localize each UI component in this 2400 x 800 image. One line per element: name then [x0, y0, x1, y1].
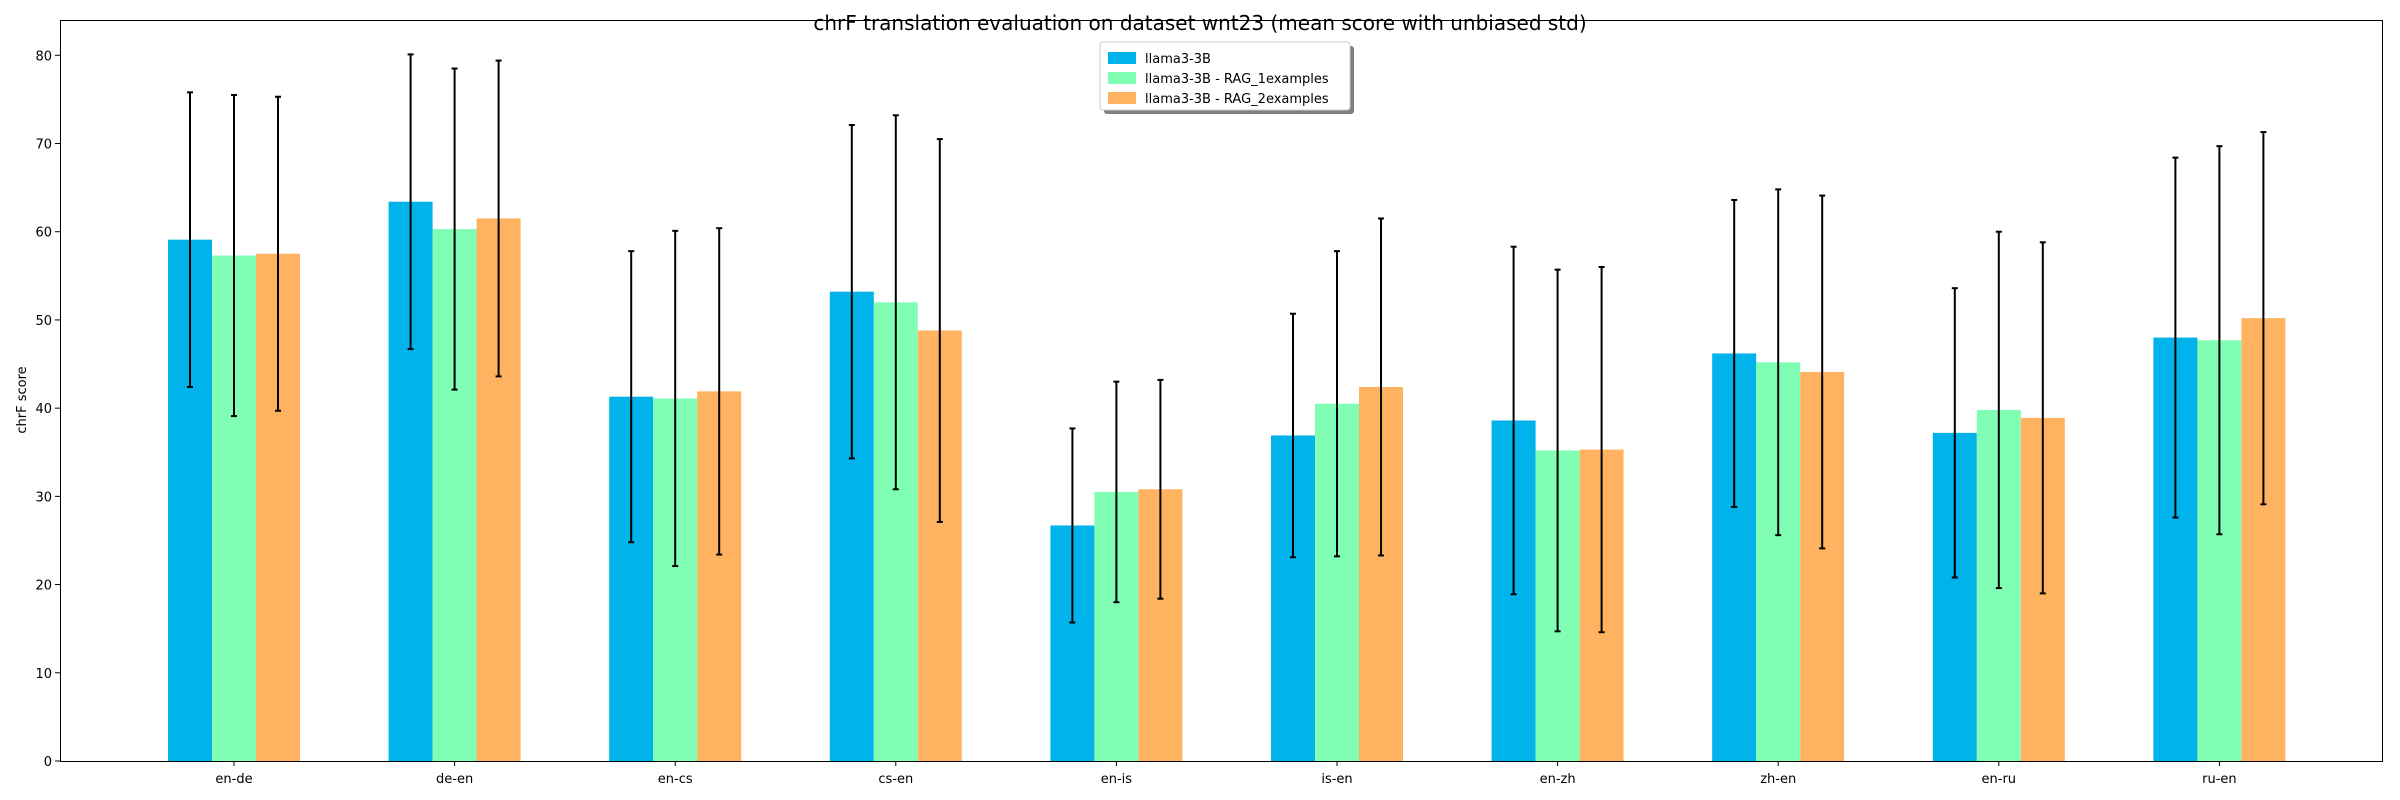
error-bar: [1554, 268, 1561, 633]
error-bar: [1113, 380, 1120, 604]
legend-item: llama3-3B: [1108, 52, 1211, 67]
y-tick-label: 20: [35, 579, 52, 594]
error-bar: [2172, 156, 2179, 519]
error-bar: [1731, 198, 1738, 508]
error-bar: [2260, 131, 2267, 506]
error-bar: [892, 114, 899, 491]
y-axis-ticks: 0 10 20 30 40 50 60 70 80: [35, 49, 60, 770]
legend-box: [1099, 41, 1351, 111]
error-bar: [1378, 217, 1384, 557]
legend-label: llama3-3B: [1145, 52, 1211, 67]
error-bar: [1290, 312, 1296, 559]
y-tick-label: 70: [35, 138, 52, 153]
error-bar: [936, 138, 943, 523]
error-bar: [1819, 194, 1826, 550]
y-tick-label: 50: [35, 314, 52, 329]
error-bar: [1951, 287, 1958, 579]
error-bar: [407, 53, 414, 351]
error-bar: [1510, 245, 1517, 596]
y-tick-label: 40: [35, 402, 52, 417]
error-bar: [2039, 241, 2046, 595]
x-tick-label: en-cs: [658, 772, 693, 787]
legend-items: llama3-3B llama3-3B - RAG_1examples llama3…: [1108, 52, 1329, 107]
error-bar: [2216, 145, 2223, 536]
error-bar: [1069, 427, 1076, 624]
legend-swatch: [1108, 92, 1136, 104]
error-bar: [187, 91, 193, 388]
y-tick-label: 60: [35, 226, 52, 241]
x-tick-label: de-en: [436, 772, 473, 787]
error-bar: [1157, 378, 1164, 600]
error-bar: [275, 95, 281, 412]
x-tick-label: en-ru: [1982, 772, 2017, 787]
x-tick-label: zh-en: [1760, 772, 1796, 787]
x-tick-label: en-is: [1101, 772, 1133, 787]
y-tick-label: 10: [35, 667, 52, 682]
x-axis-ticks: en-de de-en en-cs cs-en en-is is-en en-zh zh-en…: [215, 761, 2237, 787]
x-tick-label: en-de: [215, 772, 252, 787]
legend: llama3-3B llama3-3B - RAG_1examples llama3…: [1099, 41, 1354, 114]
x-tick-label: is-en: [1321, 772, 1352, 787]
error-bar: [231, 93, 237, 418]
legend-label: llama3-3B - RAG_2examples: [1145, 92, 1329, 107]
error-bar: [495, 59, 502, 378]
chart-title: chrF translation evaluation on dataset w…: [813, 11, 1586, 35]
y-tick-label: 0: [44, 755, 52, 770]
legend-swatch: [1108, 52, 1136, 64]
y-tick-label: 30: [35, 490, 52, 505]
bars-layer: [168, 201, 2286, 761]
legend-label: llama3-3B - RAG_1examples: [1145, 72, 1329, 87]
error-bar: [1775, 188, 1782, 537]
x-tick-label: en-zh: [1540, 772, 1576, 787]
plot-frame: [60, 20, 2383, 762]
y-tick-label: 80: [35, 49, 52, 64]
error-bar: [1334, 250, 1340, 558]
error-bar: [672, 229, 679, 568]
x-tick-label: cs-en: [878, 772, 913, 787]
y-axis-label: chrF score: [15, 366, 30, 433]
error-bars-layer: [187, 53, 2267, 634]
error-bar: [628, 250, 635, 544]
error-bar: [1598, 266, 1605, 634]
legend-item: llama3-3B - RAG_1examples: [1108, 72, 1329, 87]
legend-swatch: [1108, 72, 1136, 84]
legend-item: llama3-3B - RAG_2examples: [1108, 92, 1329, 107]
error-bar: [451, 67, 458, 391]
x-tick-label: ru-en: [2202, 772, 2237, 787]
error-bar: [1995, 230, 2002, 590]
error-bar: [716, 227, 723, 556]
error-bar: [848, 123, 855, 460]
